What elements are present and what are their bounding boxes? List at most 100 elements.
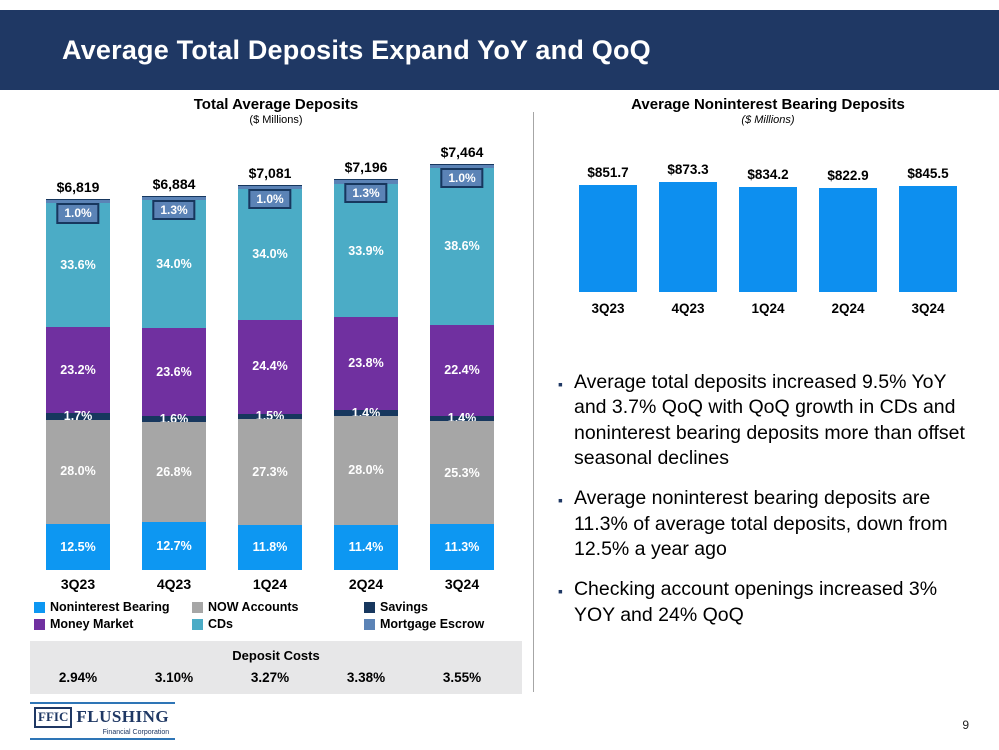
right-bar-3q24	[899, 185, 957, 292]
segment-value-label: 22.4%	[444, 363, 480, 378]
segment-value-label: 1.6%	[159, 411, 189, 426]
segment-mortgage-escrow	[334, 179, 398, 185]
segment-now-accounts: 26.8%	[142, 422, 206, 523]
bar-total-label: $7,464	[440, 144, 484, 160]
total-average-deposits-chart: Total Average Deposits ($ Millions) $6,8…	[30, 96, 522, 694]
segment-money-market: 23.6%	[142, 327, 206, 417]
bar-total-label: $7,196	[344, 158, 388, 175]
x-axis-label: 3Q23	[60, 576, 96, 592]
right-bar-column-3q23: $851.7	[579, 165, 637, 292]
legend-swatch	[364, 618, 375, 630]
stacked-bar-1q24: 11.8% 27.3% 1.5% 24.4% 34.0% 1.0%	[238, 184, 302, 570]
right-bar-value-label: $822.9	[827, 168, 869, 184]
x-axis-label: 2Q24	[348, 576, 384, 592]
segment-value-label: 25.3%	[444, 465, 480, 480]
x-axis-label: 3Q24	[911, 301, 945, 316]
segment-money-market: 22.4%	[430, 324, 494, 416]
noninterest-bearing-plot: $851.7 $873.3 $834.2 $822.9 $845.5	[556, 140, 980, 292]
segment-value-label: 1.7%	[63, 409, 93, 424]
segment-value-label: 33.6%	[60, 257, 96, 272]
segment-savings: 1.4%	[430, 412, 494, 424]
legend-swatch	[34, 601, 45, 613]
bullet-list: ▪ Average total deposits increased 9.5% Y…	[556, 370, 980, 628]
x-axis-label: 4Q23	[671, 301, 705, 316]
legend-item-mortgage-escrow: Mortgage Escrow	[364, 617, 514, 631]
segment-cds: 34.0%	[142, 200, 206, 328]
mortgage-escrow-label: 1.0%	[440, 168, 484, 189]
legend-label: CDs	[208, 617, 234, 631]
segment-value-label: 26.8%	[156, 464, 192, 479]
deposit-costs-title: Deposit Costs	[232, 648, 320, 663]
x-axis-label: 3Q24	[444, 576, 480, 592]
deposit-cost-value: 3.10%	[154, 670, 194, 685]
segment-cds: 33.6%	[46, 202, 110, 328]
x-axis-label: 3Q23	[591, 301, 625, 316]
segment-value-label: 11.4%	[348, 540, 384, 555]
bar-column-1q24: $7,081 11.8% 27.3% 1.5% 24.4% 34.0% 1.0%	[222, 130, 318, 570]
slide-title: Average Total Deposits Expand YoY and Qo…	[62, 34, 651, 65]
vertical-divider	[533, 112, 534, 692]
segment-value-label: 33.9%	[348, 243, 384, 258]
bar-total-label: $6,884	[152, 175, 196, 192]
segment-mortgage-escrow	[430, 164, 494, 169]
legend-swatch	[192, 601, 203, 613]
mortgage-escrow-label: 1.0%	[248, 188, 292, 210]
legend-item-noninterest-bearing: Noninterest Bearing	[34, 600, 192, 614]
bullet-marker-icon: ▪	[558, 492, 563, 509]
right-bar-value-label: $873.3	[667, 162, 709, 177]
stacked-bar-4q23: 12.7% 26.8% 1.6% 23.6% 34.0% 1.3%	[142, 195, 206, 570]
right-bar-2q24	[819, 188, 877, 292]
right-panel: Average Noninterest Bearing Deposits ($ …	[556, 96, 980, 643]
right-bar-value-label: $851.7	[587, 164, 629, 180]
x-axis-label: 2Q24	[831, 301, 865, 316]
segment-value-label: 11.3%	[444, 539, 480, 554]
bar-total-label: $7,081	[248, 164, 292, 181]
bullet-item-1: ▪ Average total deposits increased 9.5% Y…	[558, 370, 980, 471]
logo-ffic-mark: FFIC	[34, 707, 73, 728]
right-bar-column-2q24: $822.9	[819, 168, 877, 292]
legend-item-savings: Savings	[364, 600, 514, 614]
right-bar-column-3q24: $845.5	[899, 165, 957, 292]
segment-now-accounts: 28.0%	[334, 415, 398, 526]
legend-label: NOW Accounts	[208, 600, 299, 614]
right-bar-column-1q24: $834.2	[739, 167, 797, 292]
segment-value-label: 38.6%	[444, 239, 480, 254]
x-axis-label: 1Q24	[751, 301, 785, 316]
legend-item-cds: CDs	[192, 617, 364, 631]
mortgage-escrow-label: 1.0%	[56, 203, 100, 224]
mortgage-escrow-label: 1.3%	[152, 199, 196, 220]
deposit-costs-values: 2.94% 3.10% 3.27% 3.38% 3.55%	[30, 670, 522, 685]
legend-label: Mortgage Escrow	[380, 617, 485, 631]
segment-money-market: 23.8%	[334, 317, 398, 411]
segment-cds: 38.6%	[430, 168, 494, 325]
segment-value-label: 34.0%	[252, 246, 288, 261]
segment-savings: 1.6%	[142, 413, 206, 425]
right-bar-column-4q23: $873.3	[659, 162, 717, 292]
deposit-cost-value: 3.38%	[346, 670, 386, 685]
segment-value-label: 28.0%	[60, 464, 96, 479]
segment-noninterest-bearing: 11.3%	[430, 524, 494, 570]
left-chart-subtitle: ($ Millions)	[249, 114, 303, 126]
right-bar-4q23	[659, 182, 717, 292]
segment-value-label: 1.5%	[255, 409, 285, 424]
left-chart-categories: 3Q23 4Q23 1Q24 2Q24 3Q24	[30, 576, 522, 592]
bar-column-4q23: $6,884 12.7% 26.8% 1.6% 23.6% 34.0% 1.3%	[126, 130, 222, 570]
logo-row: FFIC FLUSHING	[34, 707, 169, 728]
bar-total-label: $6,819	[56, 179, 100, 196]
segment-noninterest-bearing: 11.4%	[334, 525, 398, 570]
bullet-text: Average total deposits increased 9.5% Yo…	[573, 371, 965, 470]
legend-label: Money Market	[50, 617, 134, 631]
mortgage-escrow-label: 1.3%	[344, 182, 388, 203]
legend-swatch	[364, 601, 375, 613]
segment-value-label: 23.2%	[60, 363, 96, 378]
segment-noninterest-bearing: 11.8%	[238, 524, 302, 570]
right-bar-value-label: $845.5	[907, 165, 949, 181]
segment-money-market: 23.2%	[46, 327, 110, 414]
company-logo: FFIC FLUSHING Financial Corporation	[30, 702, 176, 740]
segment-money-market: 24.4%	[238, 319, 302, 414]
legend-label: Noninterest Bearing	[50, 600, 170, 614]
page-number: 9	[962, 718, 969, 732]
bullet-marker-icon: ▪	[558, 376, 563, 392]
segment-mortgage-escrow	[142, 195, 206, 201]
right-chart-categories: 3Q23 4Q23 1Q24 2Q24 3Q24	[556, 301, 980, 316]
